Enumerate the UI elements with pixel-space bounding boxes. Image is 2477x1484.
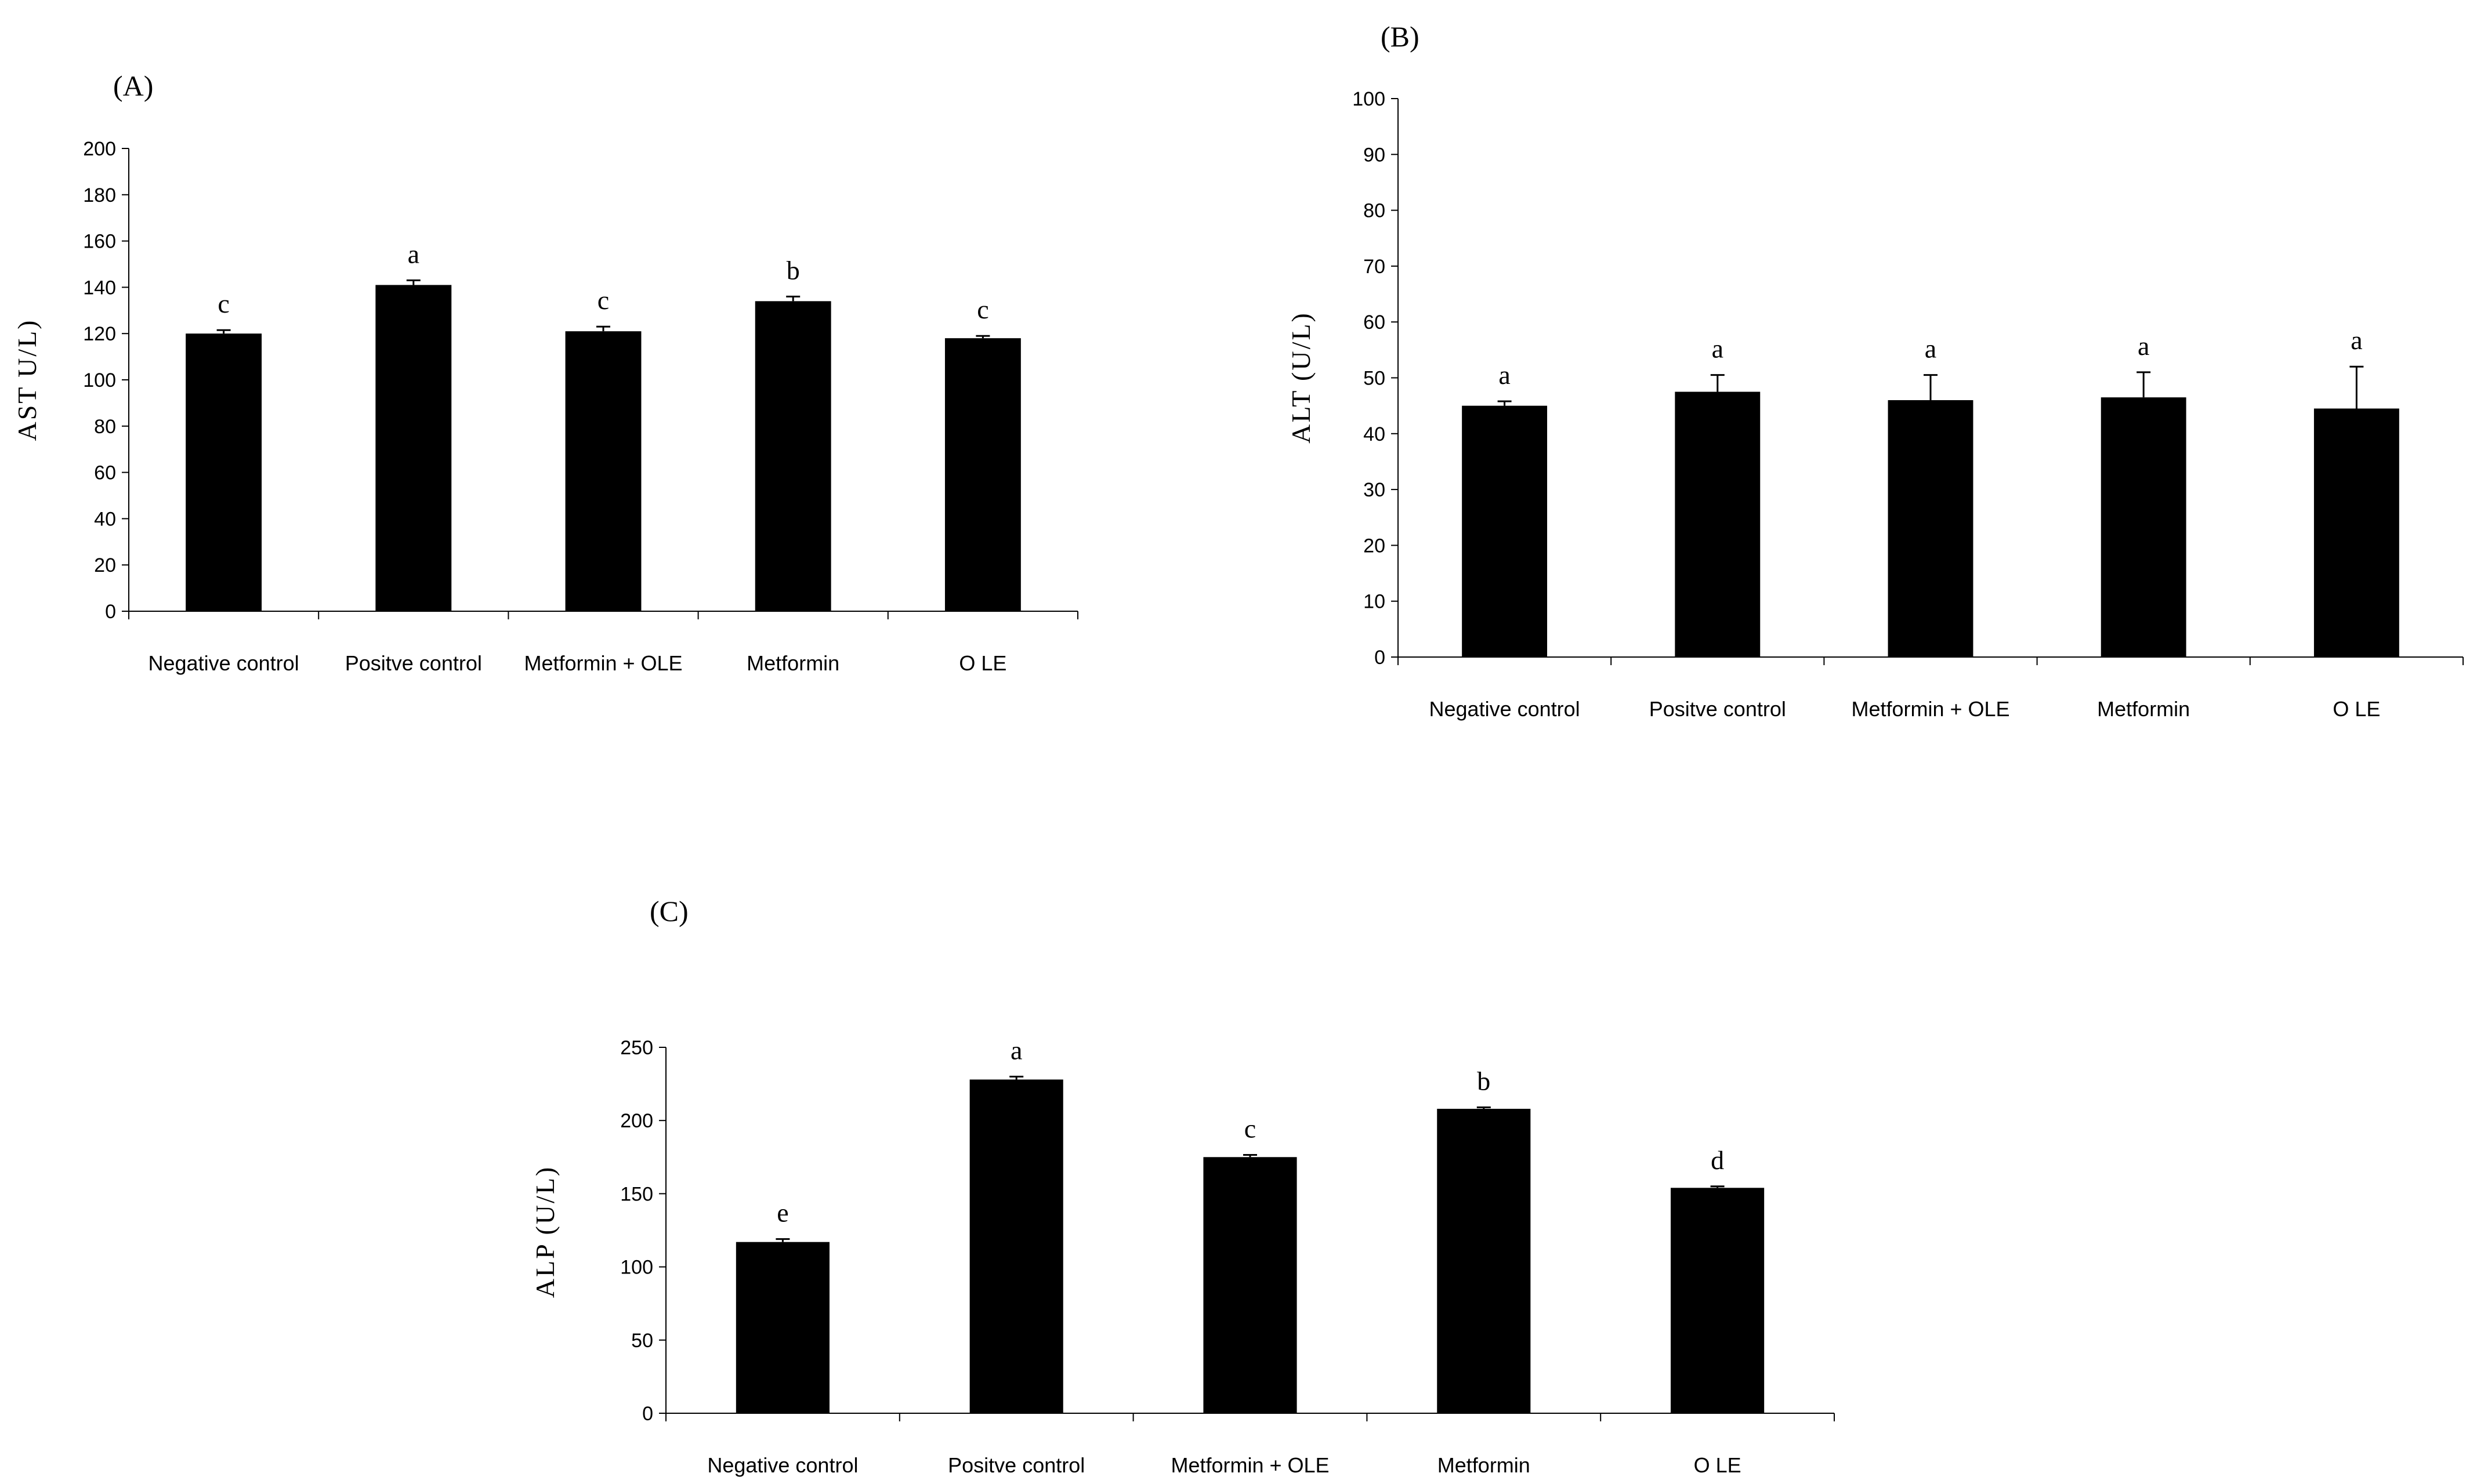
y-tick-label: 10	[1363, 591, 1385, 613]
panel-b: (B) ALT (U/L) 0 10 20 30 40 50 60 70 80 90 100 a Negat…	[1286, 20, 2464, 721]
y-tick-label: 100	[620, 1257, 653, 1279]
category-label: Negative control	[149, 651, 299, 675]
bar	[1462, 405, 1548, 657]
y-axis-title: ALT (U/L)	[1286, 311, 1316, 444]
category-label: Metformin + OLE	[1851, 697, 2009, 721]
significance-letter: e	[777, 1198, 788, 1228]
y-tick-label: 30	[1363, 479, 1385, 501]
y-tick-label: 0	[642, 1403, 653, 1425]
bar	[375, 285, 452, 611]
bar	[944, 338, 1021, 611]
y-tick-label: 150	[620, 1183, 653, 1205]
y-tick-label: 120	[83, 323, 116, 345]
category-label: Positve control	[345, 651, 482, 675]
bar	[1675, 391, 1761, 657]
panel-label: (C)	[650, 895, 689, 927]
category-label: Positve control	[1649, 697, 1786, 721]
panel-label: (A)	[113, 70, 153, 102]
significance-letter: a	[2351, 325, 2362, 355]
panel-a: (A) AST U/L) 0 20 40 60 80 100 120 140 160 180 200 c N…	[12, 70, 1078, 675]
bar	[565, 331, 642, 611]
y-tick-label: 80	[94, 416, 116, 438]
y-tick-label: 140	[83, 277, 116, 299]
y-tick-label: 60	[1363, 311, 1385, 333]
bar	[755, 301, 831, 611]
significance-letter: c	[977, 295, 988, 324]
y-tick-label: 80	[1363, 200, 1385, 222]
category-label: O LE	[2333, 697, 2380, 721]
y-tick-label: 70	[1363, 256, 1385, 278]
y-tick-label: 20	[1363, 535, 1385, 557]
y-tick-label: 160	[83, 231, 116, 253]
bar	[1437, 1109, 1531, 1413]
y-tick-label: 250	[620, 1037, 653, 1059]
significance-letter: d	[1711, 1145, 1724, 1175]
significance-letter: c	[597, 285, 609, 315]
bar	[736, 1242, 830, 1413]
significance-letter: c	[218, 289, 229, 318]
y-tick-label: 40	[1363, 423, 1385, 445]
significance-letter: a	[1712, 334, 1723, 364]
significance-letter: b	[1477, 1066, 1490, 1095]
y-tick-label: 60	[94, 462, 116, 484]
significance-letter: a	[1498, 360, 1510, 390]
significance-letter: c	[1244, 1114, 1256, 1144]
bar	[969, 1079, 1063, 1413]
y-tick-label: 50	[1363, 368, 1385, 390]
category-label: Metformin	[747, 651, 839, 675]
significance-letter: a	[408, 239, 419, 269]
significance-letter: a	[2138, 331, 2149, 361]
y-axis-title: AST U/L)	[12, 319, 42, 441]
category-label: Negative control	[707, 1453, 858, 1477]
y-tick-label: 200	[620, 1110, 653, 1132]
y-tick-label: 100	[83, 369, 116, 391]
y-tick-label: 40	[94, 508, 116, 530]
bar	[1888, 400, 1973, 657]
y-tick-label: 0	[1374, 647, 1385, 669]
category-label: Metformin + OLE	[524, 651, 682, 675]
y-tick-label: 90	[1363, 144, 1385, 166]
y-tick-label: 100	[1352, 88, 1385, 110]
bar	[1671, 1188, 1765, 1413]
bar	[1203, 1157, 1297, 1413]
category-label: Positve control	[948, 1453, 1085, 1477]
y-tick-label: 200	[83, 138, 116, 160]
significance-letter: b	[787, 255, 800, 285]
bar	[186, 333, 262, 611]
bar	[2101, 397, 2186, 657]
panel-label: (B)	[1381, 20, 1419, 53]
significance-letter: a	[1925, 334, 1936, 364]
panel-c: (C) ALP (U/L) 0 50 100 150 200 250 e Negative con…	[530, 895, 1835, 1477]
category-label: Metformin + OLE	[1171, 1453, 1329, 1477]
category-label: O LE	[959, 651, 1006, 675]
category-label: Metformin	[2097, 697, 2190, 721]
y-tick-label: 20	[94, 554, 116, 576]
y-tick-label: 50	[631, 1330, 653, 1352]
significance-letter: a	[1011, 1035, 1022, 1065]
y-tick-label: 180	[83, 184, 116, 206]
category-label: O LE	[1694, 1453, 1741, 1477]
bar	[2313, 408, 2399, 657]
y-axis-title: ALP (U/L)	[530, 1166, 560, 1298]
y-tick-label: 0	[105, 601, 116, 623]
category-label: Negative control	[1429, 697, 1580, 721]
category-label: Metformin	[1437, 1453, 1530, 1477]
